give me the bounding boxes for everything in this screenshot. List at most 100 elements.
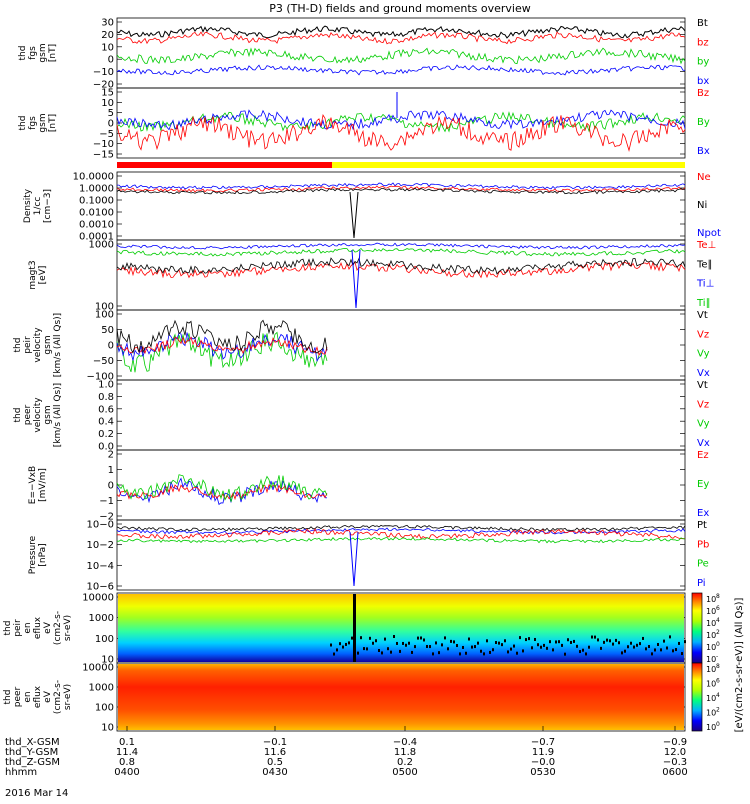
spectrogram-noise xyxy=(588,645,590,649)
spectrogram-noise xyxy=(570,640,572,644)
axis-row-value: 0.1 xyxy=(119,737,135,748)
spectrogram-noise xyxy=(333,652,335,656)
legend-pt: Pt xyxy=(697,520,707,531)
axis-row-label: thd_Z-GSM xyxy=(5,757,60,768)
spectrogram-noise xyxy=(441,643,443,647)
series-line xyxy=(116,25,686,39)
spectrogram-noise xyxy=(606,638,608,642)
y-axis-label: eV xyxy=(43,621,53,634)
axis-row-value: 0.2 xyxy=(397,757,413,768)
y-axis-label: velocity xyxy=(33,397,43,433)
legend-bx: Bx xyxy=(697,146,710,157)
spectrogram-noise xyxy=(504,639,506,643)
legend-pi: Pi xyxy=(697,578,706,589)
y-tick-label: 0.0010 xyxy=(79,220,114,231)
y-tick-label: 30 xyxy=(101,18,114,29)
y-axis-label: gsm xyxy=(38,43,48,62)
legend-te⊥: Te⊥ xyxy=(696,240,716,251)
y-tick-label: 100 xyxy=(95,634,114,645)
spectrogram-noise xyxy=(642,636,644,640)
y-tick-label: 20 xyxy=(101,30,114,41)
spectrogram-noise xyxy=(486,639,488,643)
spectrogram-spike xyxy=(353,594,356,662)
spectrogram-noise xyxy=(639,642,641,646)
spectrogram-noise xyxy=(654,648,656,652)
spectrogram-noise xyxy=(414,645,416,649)
colorbar-electrons-tick-exp: 0 xyxy=(716,721,720,728)
colorbar-ions-tick-exp: 0 xyxy=(716,641,720,648)
axis-row-value: 0600 xyxy=(662,767,687,778)
y-tick-label: −50 xyxy=(93,356,114,367)
y-axis-label: Density xyxy=(23,188,33,223)
spectrogram-noise xyxy=(405,643,407,647)
spectrogram-noise xyxy=(480,649,482,653)
y-tick-label: 0.0001 xyxy=(79,232,114,243)
spectrogram-noise xyxy=(540,645,542,649)
legend-vy: Vy xyxy=(697,419,710,430)
spectrogram-noise xyxy=(348,641,350,645)
status-bar-yellow xyxy=(332,162,685,168)
colorbar-electrons-tick-exp: 4 xyxy=(716,692,720,699)
legend-vt: Vt xyxy=(697,380,708,391)
series-line xyxy=(117,536,686,544)
spectrogram-noise xyxy=(525,638,527,642)
spectrogram-noise xyxy=(663,639,665,643)
spectrogram-noise xyxy=(633,645,635,649)
spectrogram-noise xyxy=(507,650,509,654)
colorbar-electrons-tick-exp: 2 xyxy=(716,707,720,714)
spectrogram-noise xyxy=(684,640,686,644)
axis-row-value: 0500 xyxy=(392,767,417,778)
spectrogram-noise xyxy=(528,637,530,641)
legend-bx: bx xyxy=(697,76,709,87)
spectrogram-noise xyxy=(366,647,368,651)
series-line xyxy=(116,319,328,354)
status-bar-red xyxy=(117,162,332,168)
panel-frame-pressure xyxy=(116,519,686,591)
legend-ey: Ey xyxy=(697,479,709,490)
colorbar-ions-tick-exp: 8 xyxy=(716,593,720,600)
y-tick-label: 100 xyxy=(95,302,114,313)
legend-by: By xyxy=(697,117,710,128)
y-axis-label: magt3 xyxy=(28,260,38,289)
y-axis-label: en xyxy=(23,691,33,702)
spectrogram-noise xyxy=(603,640,605,644)
y-axis-label: eflux xyxy=(33,616,43,639)
colorbar-ions xyxy=(691,592,703,664)
legend-bz: Bz xyxy=(697,88,709,99)
colorbar-ions-tick-exp: 6 xyxy=(716,605,720,612)
legend-vy: Vy xyxy=(697,349,710,360)
series-line xyxy=(116,31,686,45)
bottom-axis: thd_X-GSM 0.1 −0.1 −0.4 −0.7 −0.9 thd_Y-GSM 11.… xyxy=(5,726,688,778)
legend-vz: Vz xyxy=(697,329,709,340)
spectrogram-noise xyxy=(516,651,518,655)
spectrogram-noise xyxy=(456,644,458,648)
spectrogram-noise xyxy=(624,649,626,653)
spectrogram-noise xyxy=(426,644,428,648)
y-tick-label: 0.0 xyxy=(98,442,114,453)
spectrogram-noise xyxy=(648,645,650,649)
spectrogram-noise xyxy=(390,650,392,654)
axis-row-value: 0.5 xyxy=(267,757,283,768)
spectrogram-noise xyxy=(522,649,524,653)
y-tick-label: 0 xyxy=(108,119,114,130)
legend-ez: Ez xyxy=(697,450,709,461)
y-axis-label: thd xyxy=(3,621,13,636)
axis-row-label: thd_Y-GSM xyxy=(5,747,58,758)
y-axis-label: thd xyxy=(3,690,13,705)
spectrogram-noise xyxy=(459,652,461,656)
spectrogram-noise xyxy=(417,636,419,640)
spectrogram-noise xyxy=(579,650,581,654)
spectrogram-noise xyxy=(381,651,383,655)
axis-row-value: −0.3 xyxy=(663,757,687,768)
y-tick-label: 0 xyxy=(108,55,114,66)
y-tick-label: 10−0 xyxy=(87,520,114,531)
axis-row-value: −0.9 xyxy=(663,737,687,748)
spectrogram-noise xyxy=(453,640,455,644)
colorbar-ions-tick: 10 xyxy=(706,619,716,628)
panel-frame-peer_vel xyxy=(116,379,686,451)
spectrogram-noise xyxy=(465,651,467,655)
axis-row-value: −0.7 xyxy=(531,737,555,748)
legend-vx: Vx xyxy=(697,368,710,379)
spectrogram-noise xyxy=(615,638,617,642)
